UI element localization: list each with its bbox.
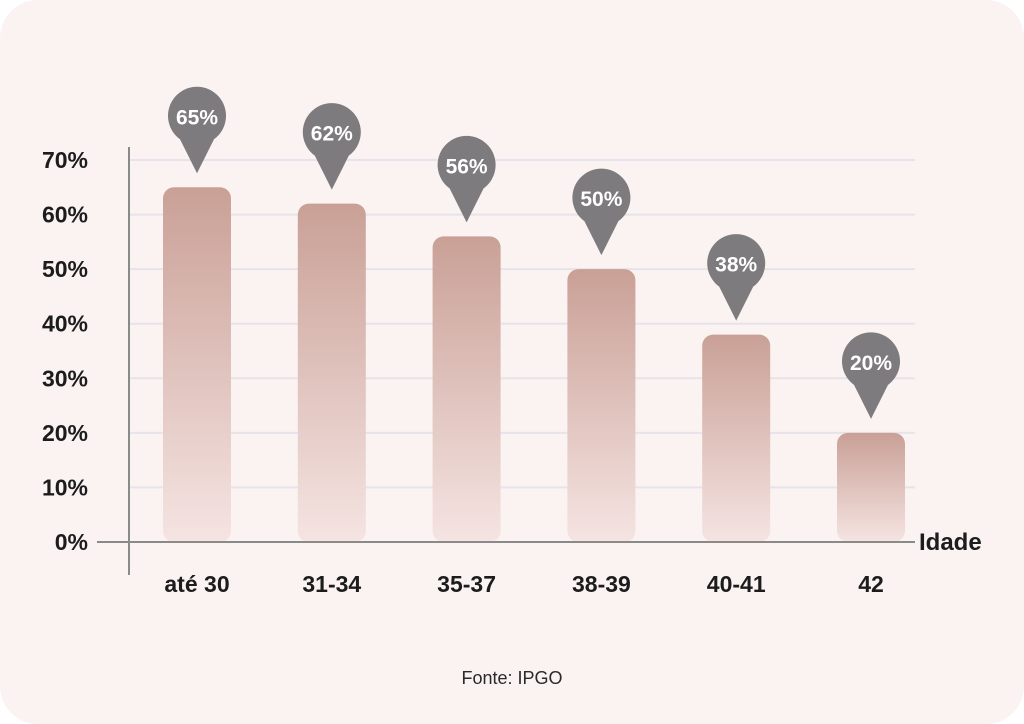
- source-note: Fonte: IPGO: [461, 668, 563, 688]
- value-pin: [842, 332, 900, 419]
- value-pin: [572, 168, 631, 256]
- y-tick-label: 30%: [42, 365, 88, 391]
- y-tick-label: 70%: [42, 147, 88, 173]
- value-pin: [168, 86, 226, 174]
- bar: [837, 432, 905, 542]
- y-tick-label: 20%: [42, 420, 88, 446]
- x-axis-title: Idade: [919, 529, 982, 556]
- x-tick-label: 31-34: [302, 571, 361, 597]
- y-tick-label: 40%: [42, 311, 88, 337]
- data-label: 56%: [446, 155, 488, 178]
- value-pin: [707, 234, 766, 321]
- x-tick-label: até 30: [164, 571, 229, 597]
- gridlines: [129, 159, 915, 489]
- data-label: 50%: [580, 188, 622, 211]
- data-label: 20%: [850, 352, 892, 375]
- bar: [432, 236, 501, 542]
- data-label: 38%: [715, 254, 757, 277]
- value-pin: [437, 135, 496, 223]
- data-label: 62%: [311, 123, 353, 146]
- y-tick-label: 10%: [42, 474, 88, 500]
- y-tick-label: 0%: [55, 529, 88, 555]
- y-tick-label: 60%: [42, 202, 88, 228]
- x-tick-label: 40-41: [707, 571, 766, 597]
- bars: [163, 187, 905, 543]
- axes: 0% 10% 20% 30% 40% 50% 60% 70% até 30 31-34 35-37 3…: [42, 147, 915, 597]
- bar: [702, 334, 771, 542]
- bar: [163, 187, 231, 543]
- data-labels: 65% 62% 56% 50% 38% 20%: [168, 86, 900, 419]
- bar: [567, 269, 636, 542]
- x-tick-label: 38-39: [572, 571, 631, 597]
- bar: [297, 203, 366, 542]
- data-label: 65%: [176, 106, 218, 129]
- y-tick-label: 50%: [42, 256, 88, 282]
- value-pin: [302, 103, 361, 190]
- x-tick-label: 35-37: [437, 571, 496, 597]
- x-tick-label: 42: [858, 571, 884, 597]
